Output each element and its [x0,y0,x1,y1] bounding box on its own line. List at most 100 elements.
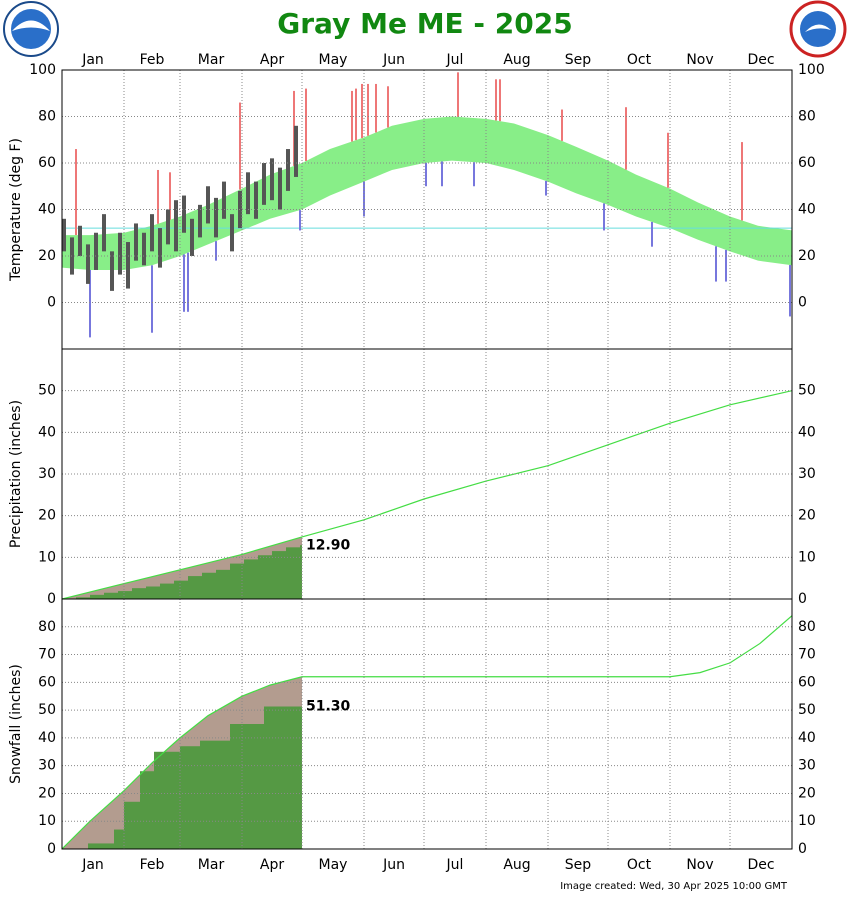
plot [62,72,792,338]
observed-area [264,706,300,849]
observed-temp [102,214,106,252]
observed-area [188,576,202,599]
observed-temp [86,244,90,284]
y-tick-label: 0 [47,295,56,311]
y-axis-label: Snowfall (inches) [8,664,24,784]
x-tick-label: Jan [81,52,104,68]
noaa-logo [3,1,59,57]
observed-area [286,547,300,599]
y-tick-label: 10 [798,549,816,565]
y-tick-label: 80 [38,109,56,125]
x-tick-label: Jun [382,857,405,873]
y-axis-label: Temperature (deg F) [8,138,24,282]
y-tick-label: 10 [798,813,816,829]
plot-frame [61,348,793,600]
y-tick-label: 100 [29,62,56,78]
x-tick-label: Jul [446,857,464,873]
y-tick-label: 70 [38,647,56,663]
y-tick-label: 20 [38,508,56,524]
x-tick-label: Nov [686,52,713,68]
observed-temp [270,158,274,201]
observed-area [174,580,188,599]
total-label: 12.90 [306,537,351,553]
y-tick-label: 50 [38,383,56,399]
y-tick-label: 80 [38,619,56,635]
x-tick-label: Dec [747,52,774,68]
x-tick-label: Sep [565,857,592,873]
y-tick-label: 60 [38,155,56,171]
y-tick-label: 0 [47,841,56,857]
y-tick-label: 40 [798,202,816,218]
normal-line [62,615,792,849]
observed-temp [190,218,194,256]
observed-area [132,588,146,599]
observed-temp [134,223,138,261]
observed-temp [110,251,114,291]
y-tick-label: 0 [798,591,807,607]
observed-temp [246,172,250,215]
y-tick-label: 0 [47,591,56,607]
observed-area [118,591,132,599]
observed-area [160,583,174,599]
observed-temp [174,200,178,252]
x-tick-label: Apr [260,857,284,873]
y-tick-label: 40 [38,202,56,218]
observed-temp [198,204,202,238]
observed-area [90,594,104,599]
observed-temp [254,181,258,219]
observed-temp [214,197,218,238]
plot [62,615,792,849]
observed-temp [222,181,226,219]
observed-area [104,592,118,599]
y-tick-label: 40 [38,424,56,440]
y-tick-label: 50 [798,702,816,718]
y-tick-label: 70 [798,647,816,663]
x-tick-label: Aug [503,52,530,68]
y-tick-label: 60 [798,155,816,171]
y-tick-label: 50 [38,702,56,718]
x-tick-label: Sep [565,52,592,68]
x-tick-label: Jan [81,857,104,873]
observed-temp [278,167,282,210]
x-tick-label: Dec [747,857,774,873]
observed-temp [182,195,186,233]
y-tick-label: 40 [798,730,816,746]
observed-temp [286,149,290,191]
observed-area [180,746,200,849]
observed-area [140,771,154,849]
y-tick-label: 20 [798,508,816,524]
y-tick-label: 10 [38,813,56,829]
y-tick-label: 30 [798,758,816,774]
y-tick-label: 30 [38,758,56,774]
observed-area [114,829,124,849]
y-axis-label: Precipitation (inches) [8,400,24,548]
x-tick-label: Oct [627,857,652,873]
x-tick-label: Feb [140,857,165,873]
observed-temp [166,209,170,245]
y-tick-label: 30 [38,466,56,482]
footer: Image created: Wed, 30 Apr 2025 10:00 GM… [560,881,788,892]
y-tick-label: 80 [798,109,816,125]
observed-temp [294,125,298,177]
x-tick-label: Nov [686,857,713,873]
y-tick-label: 60 [38,674,56,690]
x-tick-label: Aug [503,857,530,873]
y-tick-label: 0 [798,295,807,311]
x-tick-label: Mar [198,857,225,873]
x-tick-label: Apr [260,52,284,68]
x-tick-label: Jun [382,52,405,68]
observed-temp [126,242,130,289]
observed-area [216,569,230,599]
observed-temp [262,163,266,205]
observed-area [300,706,302,849]
y-tick-label: 30 [798,466,816,482]
observed-temp [206,186,210,224]
observed-area [124,801,140,849]
observed-area [258,555,272,599]
observed-area [146,586,160,599]
total-label: 51.30 [306,699,351,715]
y-tick-label: 20 [798,785,816,801]
observed-temp [62,218,66,252]
observed-temp [78,225,82,256]
